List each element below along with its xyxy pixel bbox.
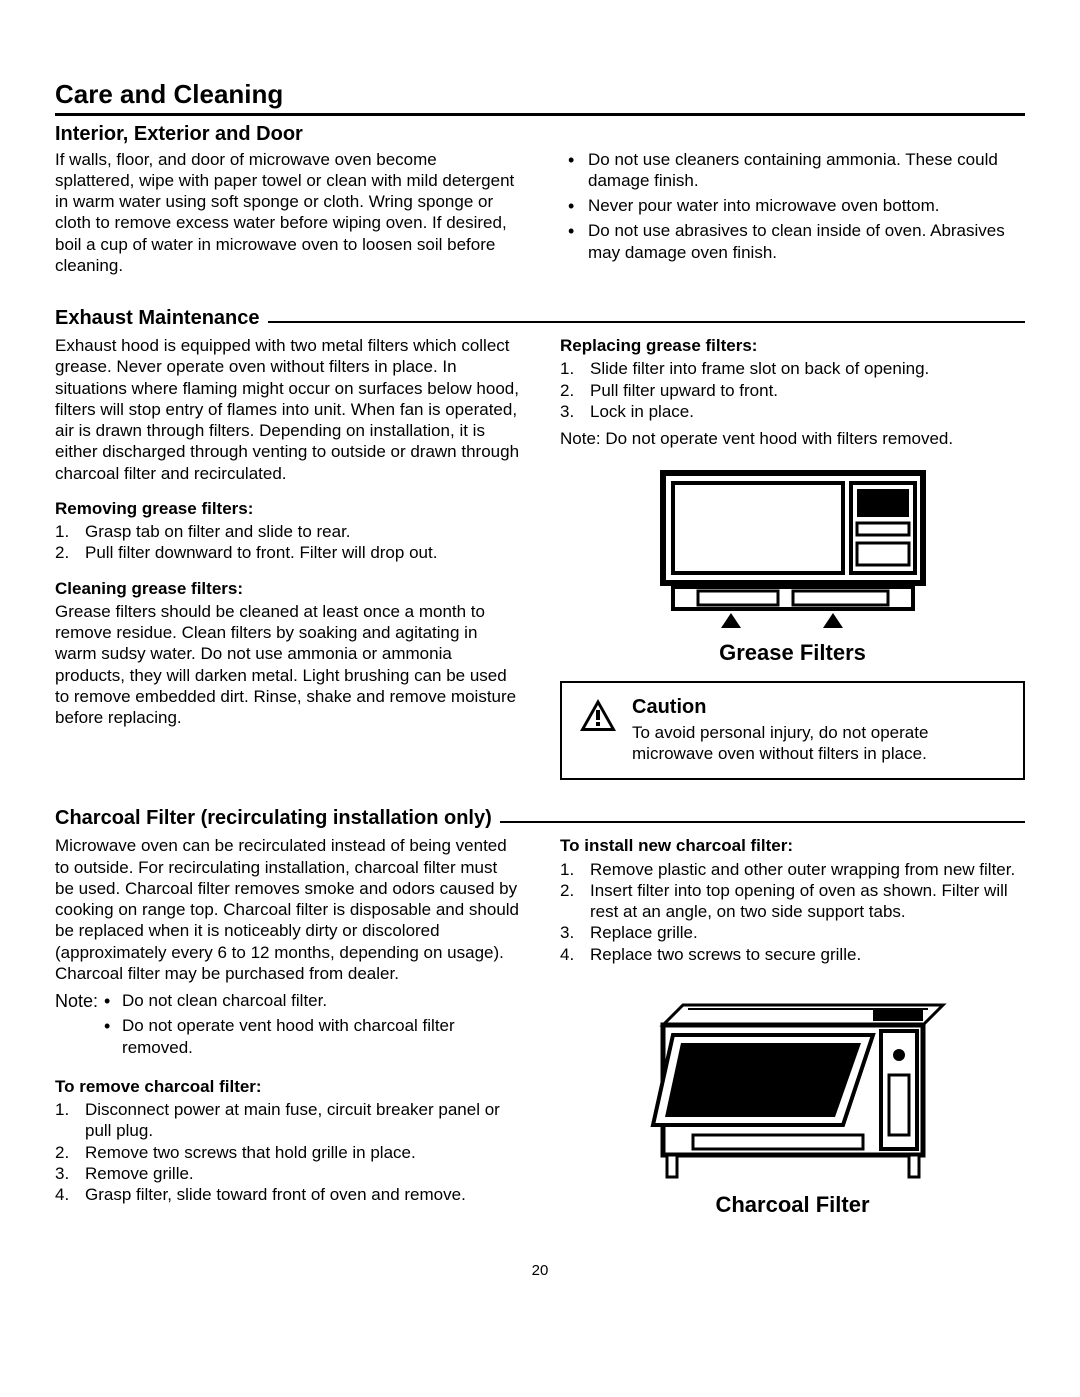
install-steps: 1.Remove plastic and other outer wrappin… <box>560 859 1025 965</box>
replacing-note: Note: Do not operate vent hood with filt… <box>560 428 1025 449</box>
step-text: Remove grille. <box>85 1164 194 1183</box>
step-text: Pull filter upward to front. <box>590 381 778 400</box>
list-item: 4.Grasp filter, slide toward front of ov… <box>55 1184 520 1205</box>
step-text: Replace grille. <box>590 923 698 942</box>
replacing-steps: 1.Slide filter into frame slot on back o… <box>560 358 1025 422</box>
title-rule <box>55 113 1025 116</box>
caution-title: Caution <box>632 695 1007 720</box>
step-text: Remove two screws that hold grille in pl… <box>85 1143 416 1162</box>
interior-bullet: Never pour water into microwave oven bot… <box>560 195 1025 216</box>
list-item: 3.Replace grille. <box>560 922 1025 943</box>
exhaust-rule <box>268 321 1025 323</box>
note-bullet: Do not operate vent hood with charcoal f… <box>104 1015 520 1058</box>
interior-bullets: Do not use cleaners containing ammonia. … <box>560 149 1025 263</box>
exhaust-paragraph: Exhaust hood is equipped with two metal … <box>55 335 520 484</box>
list-item: 1.Slide filter into frame slot on back o… <box>560 358 1025 379</box>
remove-heading: To remove charcoal filter: <box>55 1076 520 1097</box>
charcoal-rule <box>500 821 1025 823</box>
step-text: Grasp filter, slide toward front of oven… <box>85 1185 466 1204</box>
cleaning-heading: Cleaning grease filters: <box>55 578 520 599</box>
list-item: 2.Insert filter into top opening of oven… <box>560 880 1025 923</box>
interior-paragraph: If walls, floor, and door of microwave o… <box>55 149 520 277</box>
step-text: Slide filter into frame slot on back of … <box>590 359 929 378</box>
step-text: Replace two screws to secure grille. <box>590 945 861 964</box>
charcoal-heading: Charcoal Filter (recirculating installat… <box>55 806 492 831</box>
note-bullet: Do not clean charcoal filter. <box>104 990 520 1011</box>
step-text: Pull filter downward to front. Filter wi… <box>85 543 437 562</box>
list-item: 1.Disconnect power at main fuse, circuit… <box>55 1099 520 1142</box>
interior-bullet: Do not use cleaners containing ammonia. … <box>560 149 1025 192</box>
step-text: Remove plastic and other outer wrapping … <box>590 860 1015 879</box>
section-interior: Interior, Exterior and Door If walls, fl… <box>55 122 1025 289</box>
caution-body: To avoid personal injury, do not operate… <box>632 722 1007 765</box>
list-item: 1.Remove plastic and other outer wrappin… <box>560 859 1025 880</box>
list-item: 3.Lock in place. <box>560 401 1025 422</box>
grease-filter-illustration <box>643 453 943 633</box>
warning-icon <box>578 697 618 733</box>
cleaning-paragraph: Grease filters should be cleaned at leas… <box>55 601 520 729</box>
step-text: Disconnect power at main fuse, circuit b… <box>85 1100 500 1140</box>
install-heading: To install new charcoal filter: <box>560 835 1025 856</box>
list-item: 3.Remove grille. <box>55 1163 520 1184</box>
step-text: Insert filter into top opening of oven a… <box>590 881 1008 921</box>
charcoal-paragraph: Microwave oven can be recirculated inste… <box>55 835 520 984</box>
section-charcoal: Charcoal Filter (recirculating installat… <box>55 806 1025 1232</box>
replacing-heading: Replacing grease filters: <box>560 335 1025 356</box>
grease-filter-caption: Grease Filters <box>560 639 1025 667</box>
step-text: Grasp tab on filter and slide to rear. <box>85 522 351 541</box>
list-item: 2.Pull filter downward to front. Filter … <box>55 542 520 563</box>
section-exhaust: Exhaust Maintenance Exhaust hood is equi… <box>55 306 1025 780</box>
list-item: 4.Replace two screws to secure grille. <box>560 944 1025 965</box>
interior-heading: Interior, Exterior and Door <box>55 122 1025 147</box>
removing-steps: 1.Grasp tab on filter and slide to rear.… <box>55 521 520 564</box>
list-item: 2.Pull filter upward to front. <box>560 380 1025 401</box>
charcoal-note: Note: Do not clean charcoal filter. Do n… <box>55 990 520 1062</box>
removing-heading: Removing grease filters: <box>55 498 520 519</box>
charcoal-filter-illustration <box>633 995 953 1185</box>
step-text: Lock in place. <box>590 402 694 421</box>
interior-bullet: Do not use abrasives to clean inside of … <box>560 220 1025 263</box>
note-label: Note: <box>55 990 98 1062</box>
list-item: 1.Grasp tab on filter and slide to rear. <box>55 521 520 542</box>
exhaust-heading: Exhaust Maintenance <box>55 306 260 331</box>
caution-box: Caution To avoid personal injury, do not… <box>560 681 1025 781</box>
charcoal-filter-caption: Charcoal Filter <box>560 1191 1025 1219</box>
page-number: 20 <box>55 1262 1025 1281</box>
list-item: 2.Remove two screws that hold grille in … <box>55 1142 520 1163</box>
page-title: Care and Cleaning <box>55 78 1025 111</box>
remove-steps: 1.Disconnect power at main fuse, circuit… <box>55 1099 520 1205</box>
